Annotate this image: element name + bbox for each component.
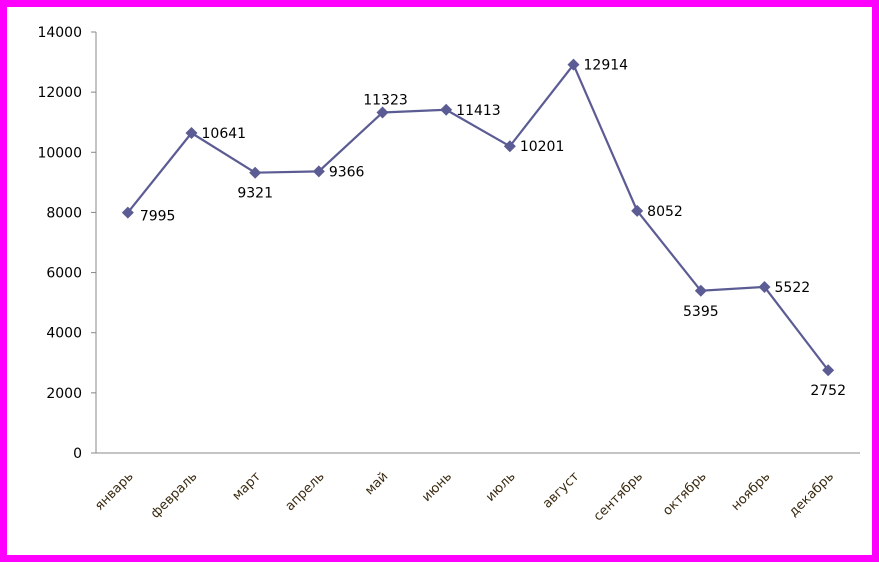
data-point-marker [312,165,325,178]
data-label: 5522 [775,280,811,296]
data-label: 5395 [683,304,719,320]
data-label: 9321 [237,186,273,202]
data-point-marker [503,140,516,153]
x-tick-label: май [362,469,391,498]
line-chart: 0 2000 4000 6000 8000 10000 12000 14000 январь фе… [37,25,860,524]
y-tick-label: 12000 [37,85,82,101]
data-point-marker [694,284,707,297]
x-tick-label: июль [483,469,519,505]
data-point-marker [822,364,835,377]
y-tick-label: 8000 [46,205,82,221]
x-tick-label: октябрь [660,469,710,519]
data-point-marker [758,280,771,293]
data-label: 10641 [202,126,247,142]
data-label: 11413 [456,103,501,119]
data-label: 2752 [810,383,846,399]
x-tick-label: февраль [148,469,200,521]
data-point-marker [567,58,580,71]
data-label: 12914 [584,58,629,74]
x-tick-label: апрель [283,469,328,514]
x-tick-label: июнь [419,469,455,505]
data-label: 9366 [329,164,365,180]
data-point-marker [440,103,453,116]
data-label: 10201 [520,139,565,155]
x-tick-label: сентябрь [591,469,646,524]
series-line [126,62,830,371]
x-tick-label: январь [92,469,136,513]
y-tick-label: 14000 [37,25,82,41]
data-point-marker [249,166,262,179]
x-tick-label: март [230,469,265,504]
y-tick-label: 4000 [46,326,82,342]
x-tick-label: декабрь [786,469,837,520]
data-label: 8052 [647,204,683,220]
y-tick-label: 2000 [46,386,82,402]
x-tick-label: август [540,469,583,512]
data-point-marker [185,127,198,140]
y-tick-label: 10000 [37,145,82,161]
y-tick-label: 0 [73,446,82,462]
data-point-marker [376,106,389,119]
data-point-marker [631,204,644,217]
data-label: 11323 [363,93,408,109]
y-tick-label: 6000 [46,266,82,282]
x-tick-label: ноябрь [729,469,774,514]
data-label: 7995 [140,209,176,225]
data-point-marker [121,206,134,219]
